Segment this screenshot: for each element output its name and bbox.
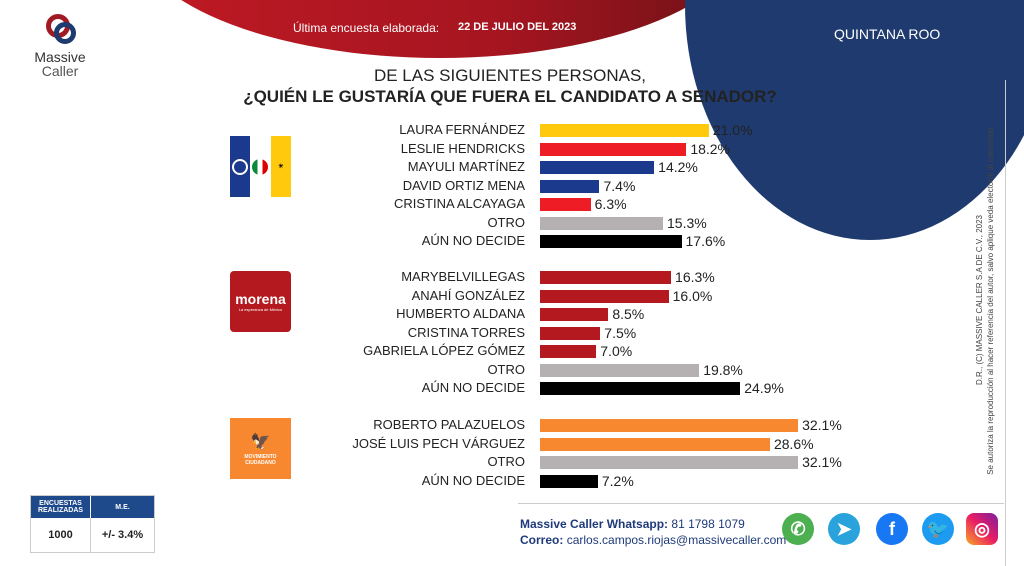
bar: [540, 271, 672, 284]
state-name: QUINTANA ROO: [834, 26, 941, 42]
bar: [540, 474, 598, 488]
bar-value-label: 18.2%: [690, 140, 731, 157]
bar-label: JOSÉ LUIS PECH VÁRGUEZ: [352, 435, 525, 451]
bar-value-label: 7.4%: [603, 177, 636, 194]
bar-label: DAVID ORTIZ MENA: [402, 177, 525, 193]
bar-label: MARYBELVILLEGAS: [401, 269, 525, 284]
footer-email: Correo: carlos.campos.riojas@massivecall…: [520, 533, 787, 547]
bar: [540, 179, 600, 193]
survey-label: Última encuesta elaborada:: [293, 21, 440, 35]
bar-label: MAYULI MARTÍNEZ: [407, 159, 525, 174]
bar: [540, 161, 655, 174]
movimiento-ciudadano-logo: 🦅 MOVIMIENTO CIUDADANO: [230, 418, 291, 479]
sample-count: 1000: [31, 518, 91, 552]
bar: [540, 235, 682, 248]
bar-value-label: 19.8%: [703, 361, 743, 378]
bar: [540, 382, 741, 395]
sample-table: ENCUESTAS REALIZADAS M.E. 1000 +/- 3.4%: [30, 495, 155, 553]
bar: [540, 419, 799, 432]
email-link[interactable]: carlos.campos.riojas@massivecaller.com: [566, 533, 787, 547]
instagram-icon[interactable]: ◎: [966, 513, 998, 545]
bar: [540, 363, 700, 377]
bar: [540, 142, 687, 156]
bar-value-label: 7.2%: [601, 472, 634, 489]
bar-label: OTRO: [487, 361, 525, 377]
bar: [540, 456, 799, 469]
bar: [540, 345, 597, 358]
bar-label: ANAHÍ GONZÁLEZ: [411, 287, 525, 303]
bar: [540, 326, 601, 340]
whatsapp-icon[interactable]: ✆: [782, 513, 814, 545]
bar-value-label: 6.3%: [594, 196, 627, 212]
bar-value-label: 17.6%: [685, 233, 726, 249]
bar-value-label: 21.0%: [712, 122, 753, 138]
logo-text-2: Caller: [41, 63, 79, 79]
bar-value-label: 28.6%: [773, 435, 814, 452]
bar-value-label: 7.5%: [604, 324, 637, 341]
question-line1: DE LAS SIGUIENTES PERSONAS,: [373, 66, 647, 85]
bar-label: ROBERTO PALAZUELOS: [373, 417, 525, 432]
morena-logo: morena La esperanza de México: [230, 271, 291, 332]
bar-label: LESLIE HENDRICKS: [400, 140, 525, 156]
bar-label: GABRIELA LÓPEZ GÓMEZ: [363, 343, 525, 358]
survey-date: 22 DE JULIO DEL 2023: [458, 21, 577, 33]
bar-value-label: 15.3%: [667, 214, 707, 231]
bar: [540, 437, 770, 451]
twitter-icon[interactable]: 🐦: [922, 513, 954, 545]
header-red-band: [130, 0, 750, 58]
massive-caller-logo: Massive Caller: [30, 12, 90, 78]
pan-pri-prd-logo: ☀: [230, 136, 291, 197]
bar-label: LAURA FERNÁNDEZ: [399, 122, 525, 137]
bar-label: CRISTINA ALCAYAGA: [393, 196, 525, 211]
margin-error: +/- 3.4%: [101, 529, 144, 541]
bar: [540, 198, 591, 211]
bar: [540, 216, 663, 230]
footer-whatsapp: Massive Caller Whatsapp: 81 1798 1079: [520, 517, 745, 531]
sample-header: ENCUESTAS REALIZADAS: [31, 496, 91, 518]
bar-label: AÚN NO DECIDE: [421, 233, 525, 248]
question-line2: ¿QUIÉN LE GUSTARÍA QUE FUERA EL CANDIDAT…: [243, 87, 777, 106]
bar-label: OTRO: [487, 454, 525, 469]
bar-label: HUMBERTO ALDANA: [396, 306, 525, 321]
legal-notice: D.R., (C) MASSIVE CALLER S.A DE C.V., 20…: [975, 125, 995, 475]
bar-value-label: 24.9%: [744, 380, 784, 396]
bar: [540, 289, 669, 303]
bar-value-label: 16.3%: [675, 269, 715, 285]
bar-value-label: 7.0%: [600, 343, 633, 359]
bar-label: CRISTINA TORRES: [407, 324, 525, 340]
logo-icon: [42, 12, 78, 48]
bar-label: AÚN NO DECIDE: [421, 472, 525, 488]
facebook-icon[interactable]: f: [876, 513, 908, 545]
bar-value-label: 14.2%: [658, 159, 698, 175]
bar-value-label: 32.1%: [802, 417, 842, 433]
bar: [540, 308, 609, 321]
footer-divider: [518, 503, 1004, 504]
telegram-icon[interactable]: ➤: [828, 513, 860, 545]
bar: [540, 124, 709, 137]
header-blue-edge: [1005, 0, 1024, 80]
bar-label: OTRO: [487, 214, 525, 230]
bar-label: AÚN NO DECIDE: [421, 380, 525, 395]
bar-value-label: 8.5%: [612, 306, 645, 322]
bar-value-label: 16.0%: [672, 287, 713, 304]
divider: [1005, 80, 1006, 566]
bar-value-label: 32.1%: [802, 454, 842, 470]
logo-text-1: Massive: [34, 49, 86, 65]
margin-header: M.E.: [115, 503, 130, 511]
